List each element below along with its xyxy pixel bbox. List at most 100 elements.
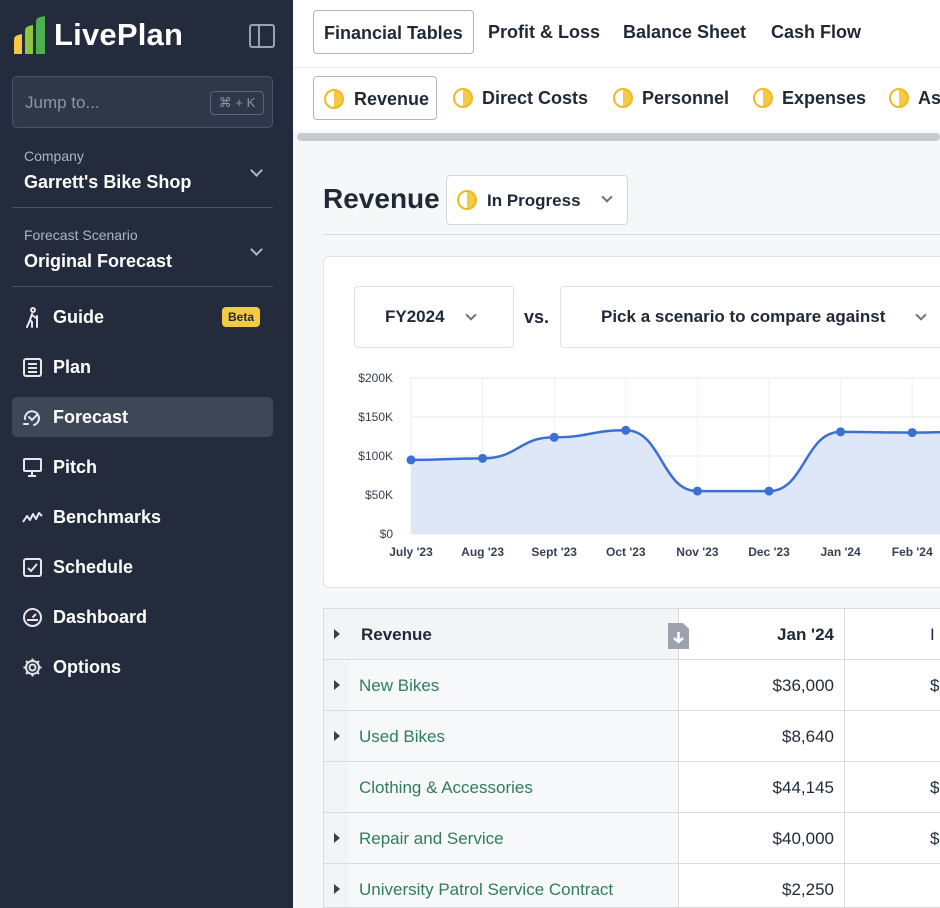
data-point bbox=[692, 486, 702, 496]
table-row[interactable]: University Patrol Service Contract $2,250 bbox=[324, 864, 940, 907]
y-tick-label: $100K bbox=[358, 449, 393, 463]
tab-label: Expenses bbox=[782, 88, 867, 108]
data-point bbox=[478, 453, 488, 463]
row-name-cell: Clothing & Accessories bbox=[349, 762, 679, 812]
column-divider bbox=[844, 609, 845, 659]
hiker-icon bbox=[26, 307, 38, 328]
tab-assets[interactable]: As bbox=[887, 76, 940, 120]
sidebar-item-label: Forecast bbox=[53, 407, 129, 427]
tab-cash-flow[interactable]: Cash Flow bbox=[771, 22, 862, 42]
tab-expenses[interactable]: Expenses bbox=[751, 76, 871, 120]
row-label-link[interactable]: Repair and Service bbox=[359, 829, 504, 848]
document-list-icon bbox=[23, 358, 42, 377]
tab-direct-costs[interactable]: Direct Costs bbox=[451, 76, 591, 120]
y-tick-label: $200K bbox=[358, 371, 393, 385]
compare-scenario-dropdown[interactable]: Pick a scenario to compare against bbox=[560, 286, 940, 348]
chevron-down-icon bbox=[250, 164, 263, 177]
sidebar-item-forecast[interactable]: Forecast bbox=[12, 397, 273, 437]
download-icon[interactable] bbox=[666, 621, 691, 651]
tab-label: Personnel bbox=[642, 88, 730, 108]
caret-right-icon bbox=[334, 884, 340, 894]
tab-personnel[interactable]: Personnel bbox=[611, 76, 731, 120]
table-row[interactable]: Repair and Service $40,000 $ bbox=[324, 813, 940, 864]
status-dropdown[interactable]: In Progress bbox=[446, 175, 628, 225]
scenario-selector[interactable]: Forecast Scenario Original Forecast bbox=[12, 227, 273, 279]
row-expander[interactable] bbox=[324, 864, 349, 907]
forecast-icon bbox=[23, 410, 40, 426]
table-row[interactable]: Clothing & Accessories $44,145 $ bbox=[324, 762, 940, 813]
period-dropdown[interactable]: FY2024 bbox=[354, 286, 514, 348]
keyboard-shortcut-hint: ⌘ + K bbox=[210, 91, 264, 115]
sidebar-collapse-icon[interactable] bbox=[249, 24, 275, 48]
x-tick-label: July '23 bbox=[389, 545, 433, 559]
sidebar-item-dashboard[interactable]: Dashboard bbox=[12, 597, 273, 637]
half-circle-status-icon bbox=[613, 88, 633, 108]
jump-to-search[interactable]: Jump to... ⌘ + K bbox=[12, 76, 273, 128]
x-tick-label: Aug '23 bbox=[461, 545, 504, 559]
vs-label: vs. bbox=[524, 307, 550, 327]
row-value: $2,250 bbox=[782, 880, 834, 899]
tab-label: As bbox=[918, 88, 940, 108]
column-header-jan-24: Jan '24 bbox=[777, 625, 834, 644]
company-value: Garrett's Bike Shop bbox=[24, 172, 192, 192]
trend-line-icon bbox=[22, 512, 43, 523]
app-name: LivePlan bbox=[54, 17, 184, 52]
revenue-area-chart: $0 $50K $100K $150K $200K July '23 Aug '23 Sept… bbox=[358, 371, 940, 559]
row-expander[interactable] bbox=[324, 711, 349, 761]
caret-right-icon bbox=[334, 680, 340, 690]
x-tick-label: Dec '23 bbox=[748, 545, 790, 559]
x-tick-label: Jan '24 bbox=[820, 545, 861, 559]
period-value: FY2024 bbox=[385, 307, 445, 326]
tab-balance-sheet[interactable]: Balance Sheet bbox=[623, 22, 747, 42]
company-selector[interactable]: Company Garrett's Bike Shop bbox=[12, 148, 273, 200]
half-circle-status-icon bbox=[453, 88, 473, 108]
row-value: $36,000 bbox=[772, 676, 834, 695]
table-row[interactable]: Used Bikes $8,640 bbox=[324, 711, 940, 762]
table-header-row: Revenue Jan '24 I bbox=[324, 609, 940, 660]
y-tick-label: $0 bbox=[380, 527, 394, 541]
row-expander[interactable] bbox=[324, 609, 349, 659]
caret-right-icon bbox=[334, 629, 340, 639]
horizontal-scrollbar[interactable] bbox=[297, 133, 940, 141]
logo[interactable]: LivePlan bbox=[12, 14, 183, 56]
sidebar: LivePlan Jump to... ⌘ + K Company Garret… bbox=[0, 0, 293, 908]
column-divider bbox=[844, 864, 845, 907]
tab-revenue[interactable]: Revenue bbox=[313, 76, 437, 120]
data-point bbox=[836, 427, 846, 437]
gear-icon bbox=[23, 658, 42, 677]
sidebar-item-pitch[interactable]: Pitch bbox=[12, 447, 273, 487]
tab-label: Direct Costs bbox=[482, 88, 589, 108]
page-title: Revenue bbox=[323, 183, 440, 214]
sidebar-item-schedule[interactable]: Schedule bbox=[12, 547, 273, 587]
table-row[interactable]: New Bikes $36,000 $ bbox=[324, 660, 940, 711]
row-label-link[interactable]: Used Bikes bbox=[359, 727, 445, 746]
divider bbox=[12, 207, 273, 208]
tab-profit-loss[interactable]: Profit & Loss bbox=[488, 22, 601, 42]
data-point bbox=[764, 486, 774, 496]
sidebar-item-plan[interactable]: Plan bbox=[12, 347, 273, 387]
row-label-link[interactable]: University Patrol Service Contract bbox=[359, 880, 614, 899]
status-value: In Progress bbox=[487, 191, 581, 210]
tab-label: Revenue bbox=[354, 89, 430, 109]
row-label-link[interactable]: New Bikes bbox=[359, 676, 440, 695]
row-expander-empty bbox=[324, 762, 349, 812]
column-header-next: I bbox=[930, 625, 935, 644]
sidebar-item-benchmarks[interactable]: Benchmarks bbox=[12, 497, 273, 537]
row-name-cell: University Patrol Service Contract bbox=[349, 864, 679, 907]
tab-financial-tables[interactable]: Financial Tables bbox=[313, 10, 474, 54]
sidebar-item-label: Plan bbox=[53, 357, 92, 377]
sidebar-item-guide[interactable]: Guide Beta bbox=[12, 297, 273, 337]
column-divider bbox=[844, 660, 845, 710]
data-point bbox=[907, 428, 917, 438]
sidebar-item-options[interactable]: Options bbox=[12, 647, 273, 687]
row-label-link[interactable]: Clothing & Accessories bbox=[359, 778, 533, 797]
jump-to-placeholder: Jump to... bbox=[25, 93, 100, 112]
sidebar-item-label: Benchmarks bbox=[53, 507, 162, 527]
table-header-label: Revenue bbox=[361, 625, 432, 644]
row-expander[interactable] bbox=[324, 813, 349, 863]
column-divider bbox=[844, 711, 845, 761]
monitor-icon bbox=[23, 458, 42, 477]
liveplan-logo-icon bbox=[14, 16, 45, 54]
row-value-next: $ bbox=[930, 829, 940, 848]
row-expander[interactable] bbox=[324, 660, 349, 710]
